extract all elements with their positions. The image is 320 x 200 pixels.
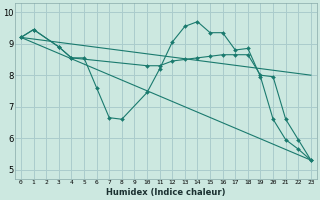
X-axis label: Humidex (Indice chaleur): Humidex (Indice chaleur) bbox=[106, 188, 226, 197]
